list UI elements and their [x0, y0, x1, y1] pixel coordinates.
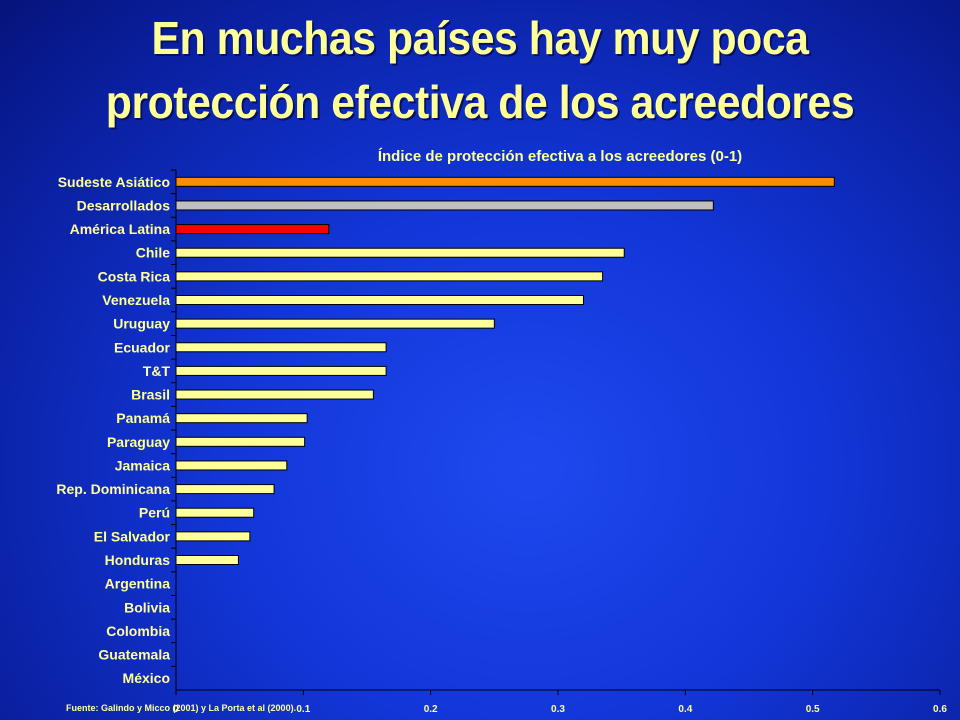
bar	[175, 507, 255, 518]
y-tick-label: Ecuador	[114, 339, 171, 355]
slide-title-line2: protección efectiva de los acreedores	[105, 76, 855, 128]
y-tick-label: Uruguay	[113, 316, 170, 332]
y-tick-label: El Salvador	[94, 528, 171, 544]
y-tick-label: Rep. Dominicana	[56, 481, 170, 497]
y-tick-label: Honduras	[105, 552, 171, 568]
x-tick-label: 0.5	[806, 704, 820, 715]
bar	[175, 342, 387, 353]
y-tick-label: Costa Rica	[98, 268, 171, 284]
y-tick-label: América Latina	[70, 221, 171, 237]
y-tick-label: Venezuela	[102, 292, 170, 308]
x-tick-label: 0.1	[296, 704, 310, 715]
bar	[175, 295, 584, 305]
y-tick-label: T&T	[143, 363, 171, 379]
bar	[175, 436, 306, 447]
y-tick-label: Panamá	[116, 410, 170, 426]
x-tick-label: 0.2	[424, 704, 438, 715]
x-tick-label: 0	[173, 704, 179, 715]
slide-title: En muchas países hay muy poca protección…	[34, 6, 927, 134]
x-tick-label: 0.3	[551, 704, 565, 715]
bar	[175, 271, 604, 282]
x-tick-label: 0.4	[678, 704, 692, 715]
y-tick-label: Paraguay	[107, 434, 170, 450]
y-tick-label: Bolivia	[124, 599, 170, 615]
source-note: Fuente: Galindo y Micco (2001) y La Port…	[66, 703, 297, 713]
bar	[175, 318, 495, 329]
y-tick-label: Perú	[139, 505, 170, 521]
bar	[175, 389, 374, 400]
bar	[175, 413, 308, 424]
y-tick-label: Guatemala	[98, 647, 170, 663]
y-tick-label: México	[123, 670, 170, 686]
bar	[175, 531, 251, 542]
y-tick-label: Desarrollados	[77, 197, 171, 213]
slide-title-line1: En muchas países hay muy poca	[151, 12, 809, 64]
bar	[175, 555, 239, 565]
y-tick-label: Brasil	[131, 387, 170, 403]
bar	[175, 365, 387, 376]
y-tick-label: Colombia	[106, 623, 170, 639]
chart-title: Índice de protección efectiva a los acre…	[377, 148, 743, 165]
bar	[175, 200, 714, 211]
x-tick-label: 0.6	[933, 704, 947, 715]
y-tick-label: Argentina	[105, 576, 171, 592]
y-tick-label: Sudeste Asiático	[58, 174, 170, 190]
bar	[175, 224, 330, 235]
bar	[175, 247, 625, 258]
bar	[175, 460, 288, 471]
y-tick-label: Chile	[136, 245, 170, 261]
bar	[175, 484, 275, 495]
y-tick-label: Jamaica	[115, 457, 170, 473]
bar	[175, 176, 835, 187]
